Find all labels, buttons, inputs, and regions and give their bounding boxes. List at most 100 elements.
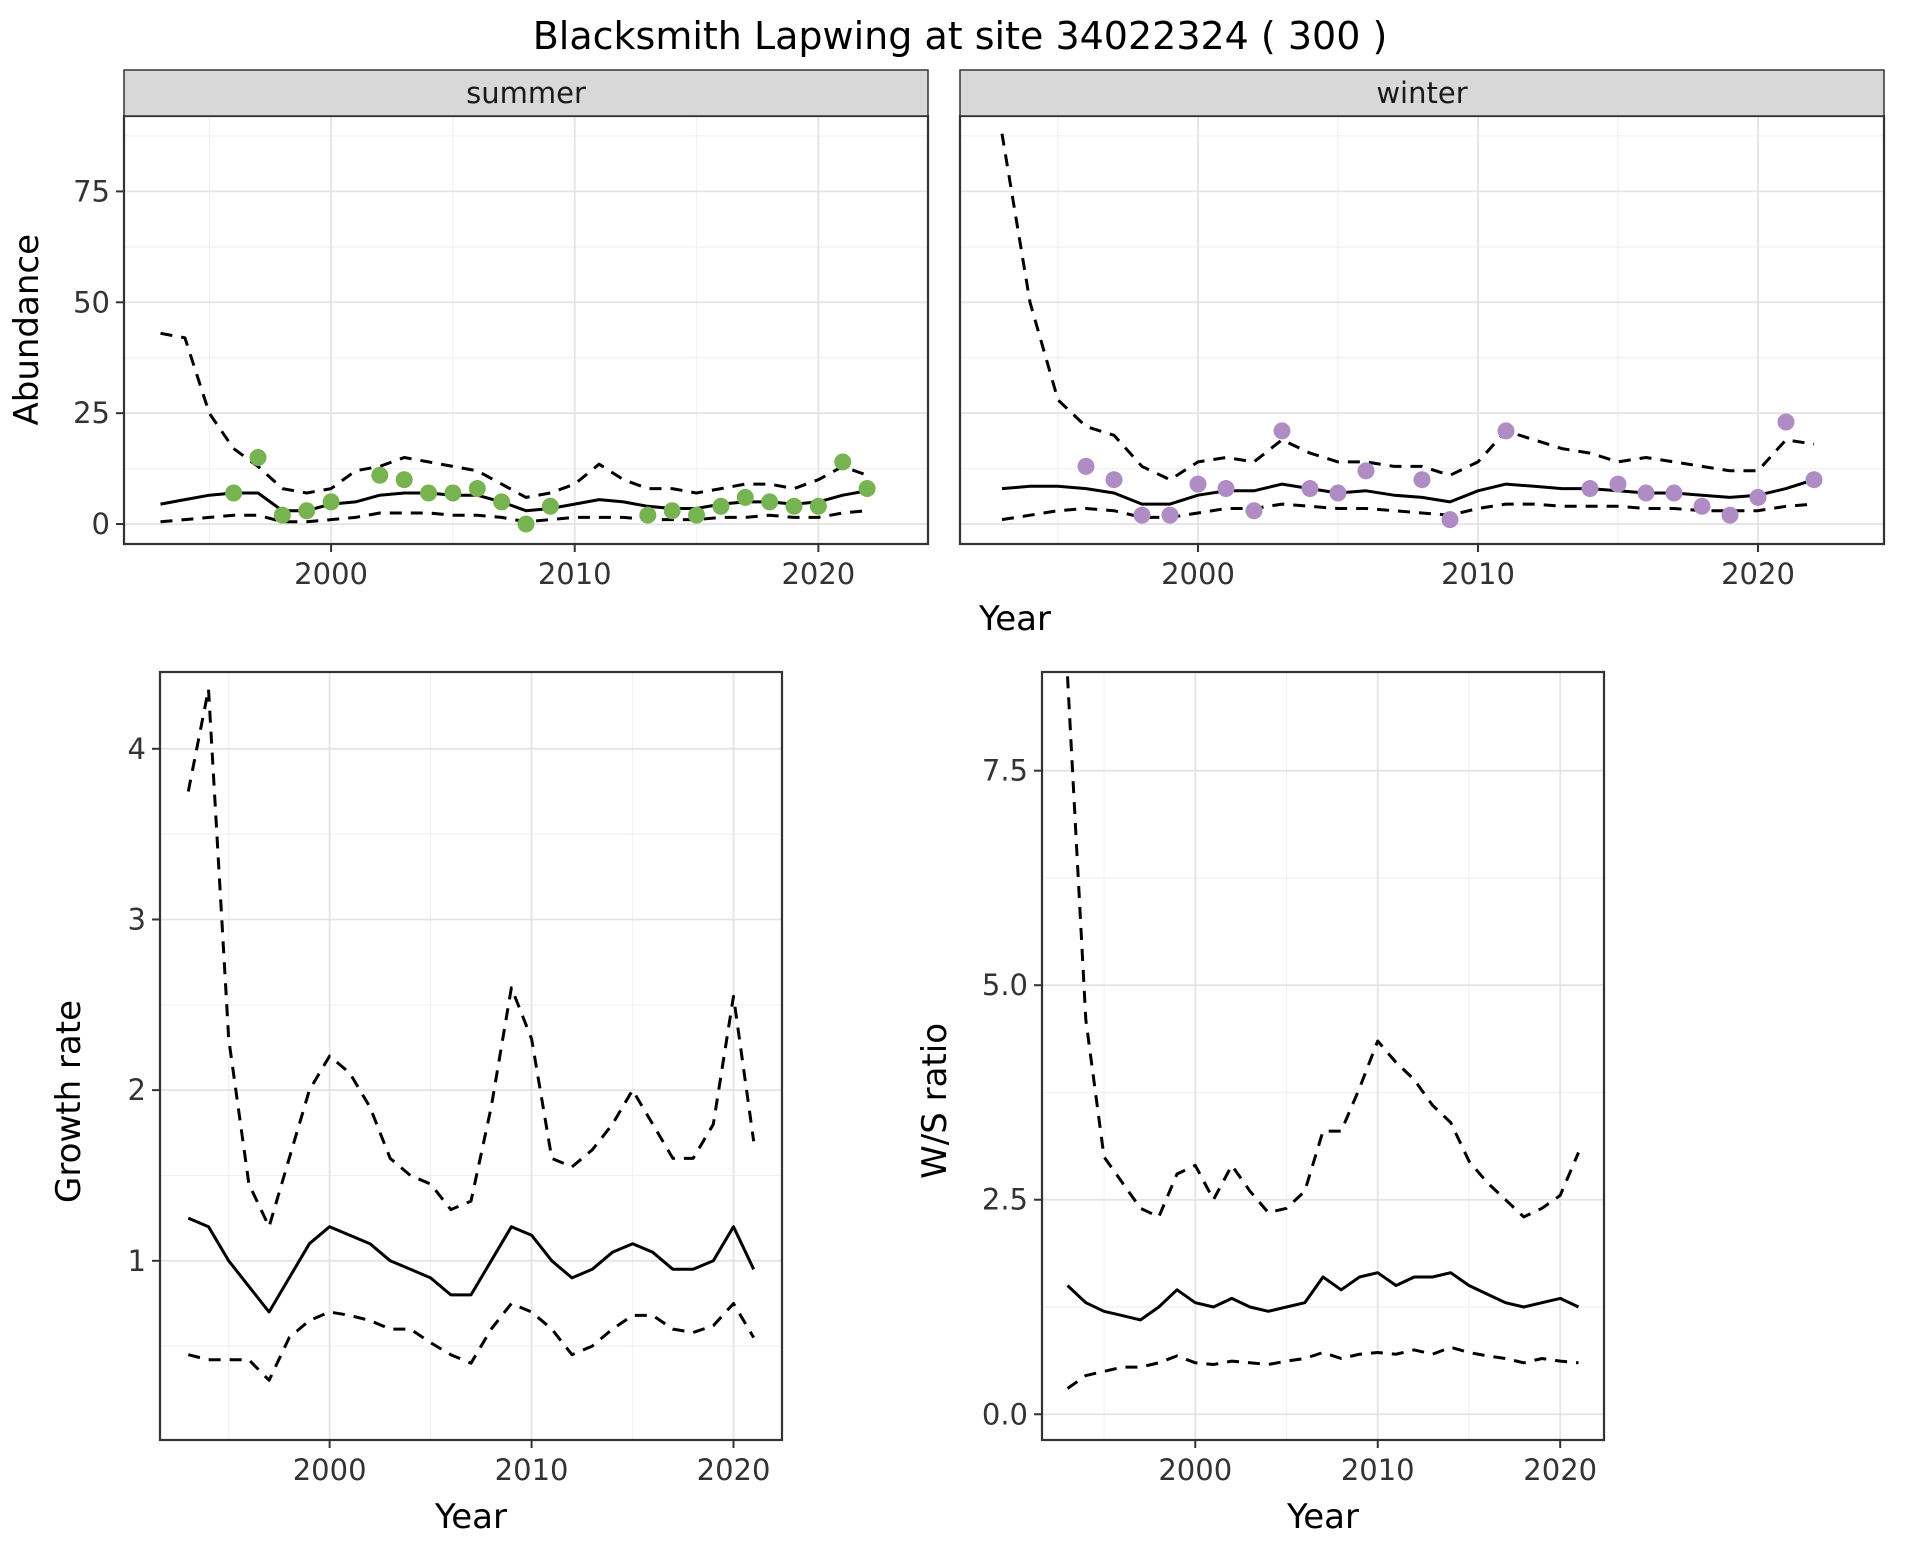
series-lower-ci xyxy=(187,1302,755,1382)
observation-point xyxy=(1665,484,1683,502)
x-tick-label: 2020 xyxy=(781,557,855,591)
ws-ratio-panel: 2000 2010 2020 0.0 2.5 5.0 7.5 xyxy=(962,662,1618,1494)
x-tick-label: 2000 xyxy=(1158,1453,1232,1487)
x-tick-label: 2000 xyxy=(293,1453,367,1487)
observation-point xyxy=(249,449,267,467)
observation-point xyxy=(1497,422,1515,440)
series-median xyxy=(187,1216,756,1314)
observation-point xyxy=(1133,506,1151,524)
chart-abundance-summer: summer 2000 2010 2020 0 25 50 75 xyxy=(73,69,930,591)
facet-strip xyxy=(123,69,929,117)
x-tick-label: 2000 xyxy=(1161,557,1235,591)
observation-point xyxy=(761,493,779,511)
data-layer xyxy=(186,687,756,1382)
observation-point xyxy=(1581,480,1599,498)
series-upper-ci xyxy=(1066,676,1580,1219)
abundance-winter-panel: winter 2000 2010 2020 xyxy=(934,64,1920,596)
y-tick-label: 75 xyxy=(73,174,110,208)
data-layer xyxy=(1000,133,1823,529)
observation-point xyxy=(1357,462,1375,480)
observation-point xyxy=(1693,497,1711,515)
observation-point xyxy=(639,506,657,524)
y-tick-label: 3 xyxy=(128,902,146,936)
y-tick-label: 1 xyxy=(128,1244,146,1278)
panel-background xyxy=(1042,672,1604,1440)
derived-metrics-row: Growth rate 2000 2010 2020 1 2 3 4 Year W/S ra… xyxy=(0,662,1920,1540)
series-lower-ci xyxy=(1066,1345,1579,1390)
observation-point xyxy=(736,488,754,506)
chart-abundance-winter: winter 2000 2010 2020 xyxy=(958,69,1886,591)
y-tick-label: 0.0 xyxy=(982,1397,1028,1431)
x-tick-label: 2020 xyxy=(1721,557,1795,591)
observation-point xyxy=(395,471,413,489)
observation-point xyxy=(1217,480,1235,498)
observation-point xyxy=(322,493,340,511)
abundance-summer-panel: summer 2000 2010 2020 0 25 50 75 xyxy=(54,64,934,596)
series-lower-ci xyxy=(160,509,868,524)
observation-point xyxy=(1721,506,1739,524)
chart-ws: 2000 2010 2020 0.0 2.5 5.0 7.5 xyxy=(982,670,1606,1487)
observation-point xyxy=(541,497,559,515)
y-tick-label: 7.5 xyxy=(982,754,1028,788)
series-median xyxy=(1066,1271,1580,1322)
observation-point xyxy=(468,480,486,498)
x-tick-label: 2000 xyxy=(294,557,368,591)
x-tick-label: 2010 xyxy=(495,1453,569,1487)
observation-point xyxy=(1329,484,1347,502)
observation-point xyxy=(1161,506,1179,524)
observation-point xyxy=(444,484,462,502)
x-tick-label: 2020 xyxy=(697,1453,771,1487)
x-tick-label: 2010 xyxy=(538,557,612,591)
observation-point xyxy=(225,484,243,502)
y-tick-label: 2.5 xyxy=(982,1183,1028,1217)
x-tick-label: 2010 xyxy=(1341,1453,1415,1487)
observation-point xyxy=(809,497,827,515)
observation-point xyxy=(1441,511,1459,529)
observation-point xyxy=(371,466,389,484)
panel-background xyxy=(160,672,782,1440)
observation-point xyxy=(1273,422,1291,440)
facet-strip-label: summer xyxy=(466,76,586,110)
y-tick-label: 0 xyxy=(92,507,110,541)
observation-point xyxy=(1413,471,1431,489)
observation-point xyxy=(420,484,438,502)
x-axis-title-year-growth: Year xyxy=(435,1497,507,1537)
y-tick-label: 5.0 xyxy=(982,968,1028,1002)
x-axis-title-year-ws: Year xyxy=(1287,1497,1359,1537)
x-tick-label: 2020 xyxy=(1523,1453,1597,1487)
figure-title: Blacksmith Lapwing at site 34022324 ( 30… xyxy=(532,14,1388,58)
observation-point xyxy=(298,502,316,520)
observation-point xyxy=(712,497,730,515)
y-tick-label: 50 xyxy=(73,285,110,319)
x-axis-title-year-top: Year xyxy=(979,599,1051,639)
panel-border xyxy=(158,670,784,1442)
facet-strip xyxy=(959,69,1885,117)
panel-border xyxy=(1040,670,1606,1442)
y-axis-title-abundance: Abundance xyxy=(7,234,47,426)
data-layer xyxy=(1066,676,1580,1390)
observation-point xyxy=(1777,413,1795,431)
facet-strip-label: winter xyxy=(1376,76,1467,110)
x-tick-label: 2010 xyxy=(1441,557,1515,591)
observation-point xyxy=(1077,457,1095,475)
panel-background xyxy=(124,116,928,544)
y-axis-title-growth: Growth rate xyxy=(49,999,89,1203)
observation-point xyxy=(1609,475,1627,493)
chart-growth: 2000 2010 2020 1 2 3 4 xyxy=(128,670,784,1487)
observation-point xyxy=(834,453,852,471)
observation-point xyxy=(1637,484,1655,502)
observation-point xyxy=(1245,502,1263,520)
observation-point xyxy=(517,515,535,533)
data-layer xyxy=(160,331,876,533)
observation-point xyxy=(1749,488,1767,506)
ws-ratio-block: W/S ratio 2000 2010 2020 0.0 2.5 5.0 7.5 Year xyxy=(908,662,1618,1540)
growth-rate-panel: 2000 2010 2020 1 2 3 4 xyxy=(96,662,796,1494)
growth-rate-block: Growth rate 2000 2010 2020 1 2 3 4 Year xyxy=(42,662,796,1540)
observation-point xyxy=(493,493,511,511)
y-tick-label: 25 xyxy=(73,396,110,430)
y-axis-title-ws: W/S ratio xyxy=(915,1023,955,1179)
observation-point xyxy=(663,502,681,520)
observation-point xyxy=(858,480,876,498)
observation-point xyxy=(1189,475,1207,493)
